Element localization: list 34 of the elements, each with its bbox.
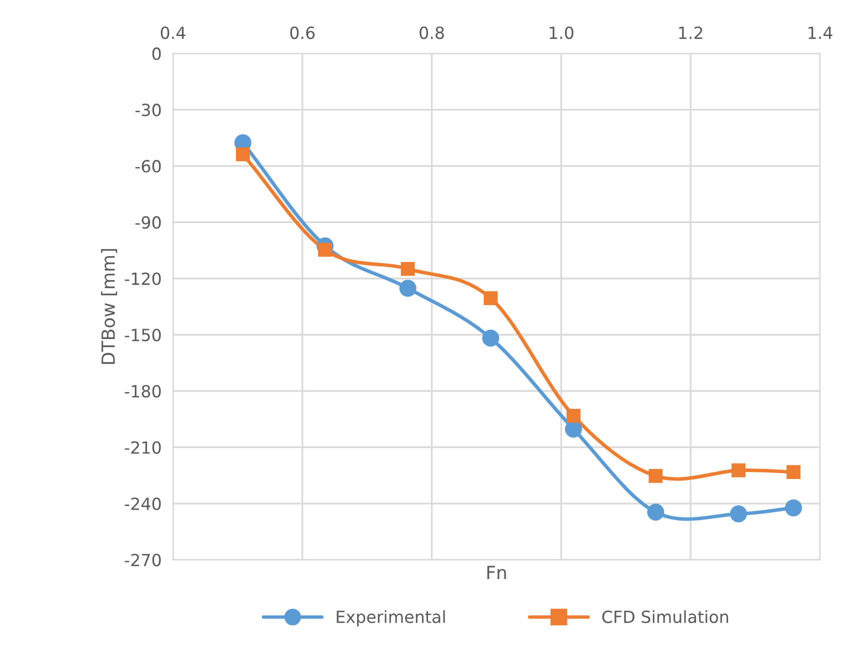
point xyxy=(730,505,747,522)
y-tick-label: -210 xyxy=(124,441,161,454)
x-tick-label: 0.6 xyxy=(290,26,315,40)
x-tick-label: 1.2 xyxy=(679,26,702,39)
point xyxy=(399,280,416,297)
point xyxy=(482,330,500,347)
y-tick-label: -60 xyxy=(135,160,161,173)
y-tick-label: -90 xyxy=(135,216,161,229)
point xyxy=(236,147,250,162)
x-tick-label: 0.4 xyxy=(160,26,186,40)
point xyxy=(786,465,800,479)
point xyxy=(647,504,664,521)
legend-label: CFD Simulation xyxy=(602,610,728,624)
point xyxy=(400,262,415,276)
x-axis-title: Fn xyxy=(487,566,506,580)
y-axis-title: DTBow [mm] xyxy=(101,249,118,364)
y-tick-label: -270 xyxy=(124,554,161,566)
x-tick-label: 0.8 xyxy=(420,26,444,40)
x-tick-label: 1.4 xyxy=(808,26,832,39)
legend-label: Experimental xyxy=(336,610,445,626)
y-tick-label: -180 xyxy=(124,384,161,398)
y-tick-label: -120 xyxy=(124,272,161,286)
y-tick-label: -150 xyxy=(124,328,161,342)
point xyxy=(784,499,802,516)
point xyxy=(566,408,580,423)
y-tick-label: 0 xyxy=(152,47,161,60)
y-tick-label: -30 xyxy=(135,104,161,116)
point xyxy=(648,469,663,483)
point xyxy=(484,291,498,306)
point xyxy=(732,463,746,478)
y-tick-label: -240 xyxy=(124,497,161,510)
point xyxy=(564,420,582,438)
x-tick-label: 1.0 xyxy=(550,26,574,40)
point xyxy=(318,242,332,257)
